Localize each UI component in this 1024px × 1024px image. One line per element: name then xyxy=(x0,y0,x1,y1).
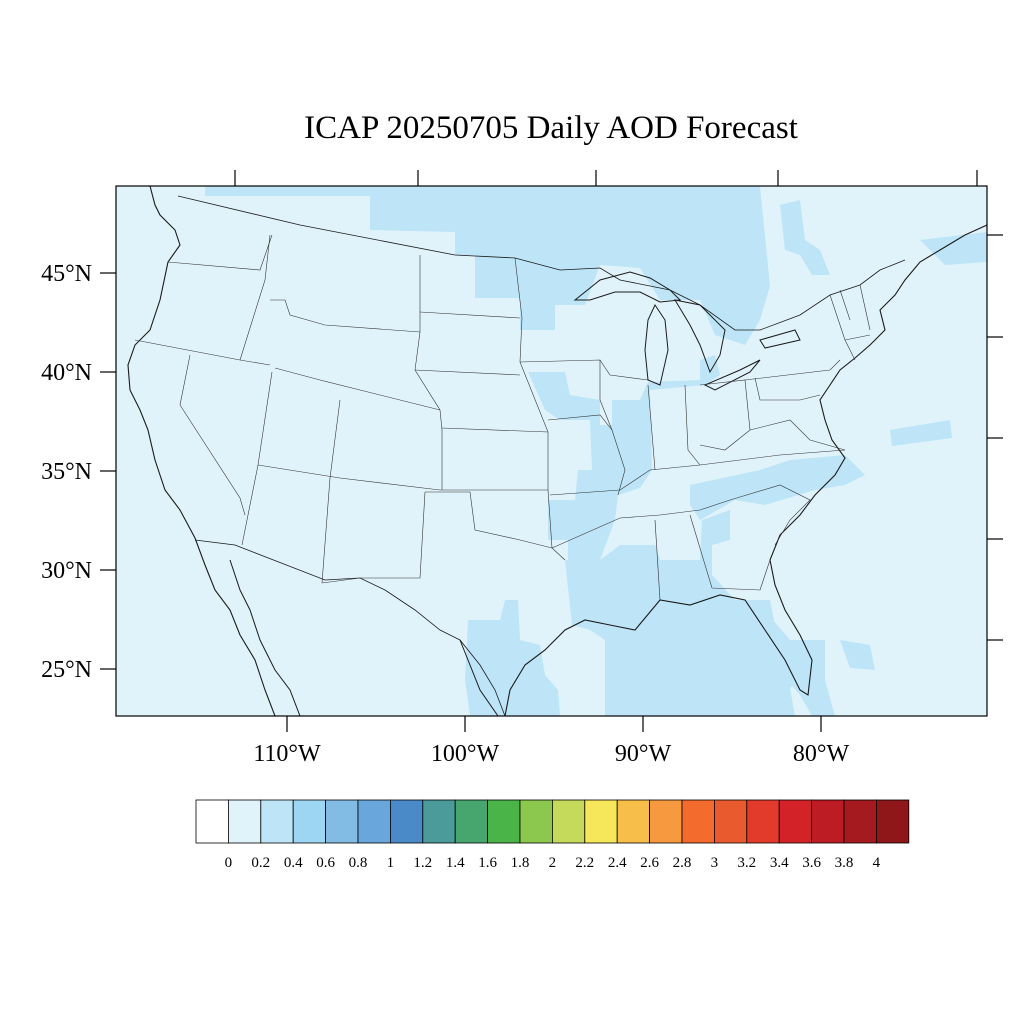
aod-region-newfoundland xyxy=(920,232,987,265)
lake-erie xyxy=(703,359,761,391)
colorbar-label: 3.2 xyxy=(737,855,756,871)
colorbar-label: 1.6 xyxy=(478,855,497,871)
colorbar-swatch xyxy=(811,799,845,844)
coastline-baja xyxy=(229,559,301,716)
aod-region-bahamas xyxy=(840,640,875,670)
colorbar-swatch xyxy=(552,799,586,844)
bottom-ticks xyxy=(286,716,822,732)
colorbar-label: 0.2 xyxy=(251,855,270,871)
lon-label-110w: 110°W xyxy=(253,741,321,767)
coastline-gulf xyxy=(504,559,813,716)
state-borders xyxy=(134,234,871,601)
coastline-pacific xyxy=(127,186,276,716)
colorbar-swatch xyxy=(649,799,683,844)
colorbar-swatch xyxy=(389,799,424,844)
lake-ontario xyxy=(759,329,801,349)
colorbar-label: 0.8 xyxy=(349,855,368,871)
colorbar-swatch xyxy=(260,799,294,844)
colorbar-label: 0.4 xyxy=(284,855,303,871)
colorbar-label: 3.6 xyxy=(802,855,821,871)
colorbar-label: 2.6 xyxy=(640,855,659,871)
colorbar-label: 3.4 xyxy=(770,855,789,871)
colorbar-label: 0.6 xyxy=(316,855,335,871)
lat-label-35: 35°N xyxy=(41,459,92,485)
colorbar-swatch xyxy=(519,799,553,844)
lat-label-30: 30°N xyxy=(41,558,92,584)
aod-region-gulf xyxy=(565,510,815,716)
map-frame xyxy=(115,185,988,717)
right-ticks xyxy=(987,234,1003,641)
aod-colorbar: 0 0.2 0.4 0.6 0.8 1 1.2 1.4 1.6 1.8 2 2.2 2.4 2.6 2.8 3… xyxy=(195,799,910,871)
colorbar-label: 2.8 xyxy=(673,855,692,871)
lake-superior xyxy=(573,271,682,303)
lon-label-100w: 100°W xyxy=(431,741,500,767)
aod-region-mississippi xyxy=(528,355,720,560)
border-mexico xyxy=(194,539,506,716)
colorbar-swatch xyxy=(584,799,618,844)
colorbar-swatch xyxy=(454,799,489,844)
colorbar-swatch xyxy=(292,799,327,844)
aod-region-florida xyxy=(740,605,835,716)
coastline-mexico xyxy=(459,639,499,716)
left-ticks xyxy=(100,272,116,670)
map-boundaries xyxy=(127,186,987,716)
lon-label-90w: 90°W xyxy=(615,741,672,767)
colorbar-label: 3 xyxy=(711,855,719,871)
coastline-atlantic xyxy=(769,224,987,561)
aod-shading xyxy=(205,186,987,716)
lat-label-45: 45°N xyxy=(41,261,92,287)
colorbar-swatch xyxy=(616,799,651,844)
colorbar-label: 1.2 xyxy=(413,855,432,871)
colorbar-swatch xyxy=(746,799,780,844)
lake-michigan xyxy=(644,303,669,386)
lat-label-25: 25°N xyxy=(41,657,92,683)
colorbar-swatch xyxy=(357,799,391,844)
colorbar-label: 2.4 xyxy=(608,855,627,871)
map-title: ICAP 20250705 Daily AOD Forecast xyxy=(304,110,798,146)
colorbar-label: 1.8 xyxy=(511,855,530,871)
colorbar-label: 0 xyxy=(225,855,233,871)
colorbar-label: 1 xyxy=(387,855,395,871)
aod-region-southeast xyxy=(690,455,865,520)
colorbar-swatch xyxy=(227,799,262,844)
colorbar-swatch xyxy=(325,799,359,844)
colorbar-swatch xyxy=(843,799,877,844)
colorbar-swatch xyxy=(681,799,715,844)
aod-region-ne-canada xyxy=(780,200,830,275)
colorbar-label: 2 xyxy=(549,855,557,871)
aod-region-north xyxy=(205,186,770,345)
colorbar-label: 4 xyxy=(873,855,881,871)
map-panel: 45°N 40°N 35°N 30°N 25°N 110°W 100°W 90°… xyxy=(41,170,1003,767)
aod-region-atlantic xyxy=(890,420,952,446)
colorbar-swatch xyxy=(778,799,813,844)
lon-label-80w: 80°W xyxy=(793,741,850,767)
top-ticks xyxy=(234,170,978,186)
colorbar-label: 3.8 xyxy=(835,855,854,871)
colorbar-swatch xyxy=(714,799,748,844)
lake-huron xyxy=(673,299,726,374)
colorbar-swatch xyxy=(487,799,521,844)
border-canada xyxy=(177,195,906,331)
colorbar-swatch xyxy=(195,799,229,844)
colorbar-label: 1.4 xyxy=(446,855,465,871)
colorbar-swatch xyxy=(876,799,910,844)
colorbar-label: 2.2 xyxy=(575,855,594,871)
lat-label-40: 40°N xyxy=(41,360,92,386)
colorbar-swatch xyxy=(422,799,456,844)
aod-region-texas xyxy=(465,600,560,716)
